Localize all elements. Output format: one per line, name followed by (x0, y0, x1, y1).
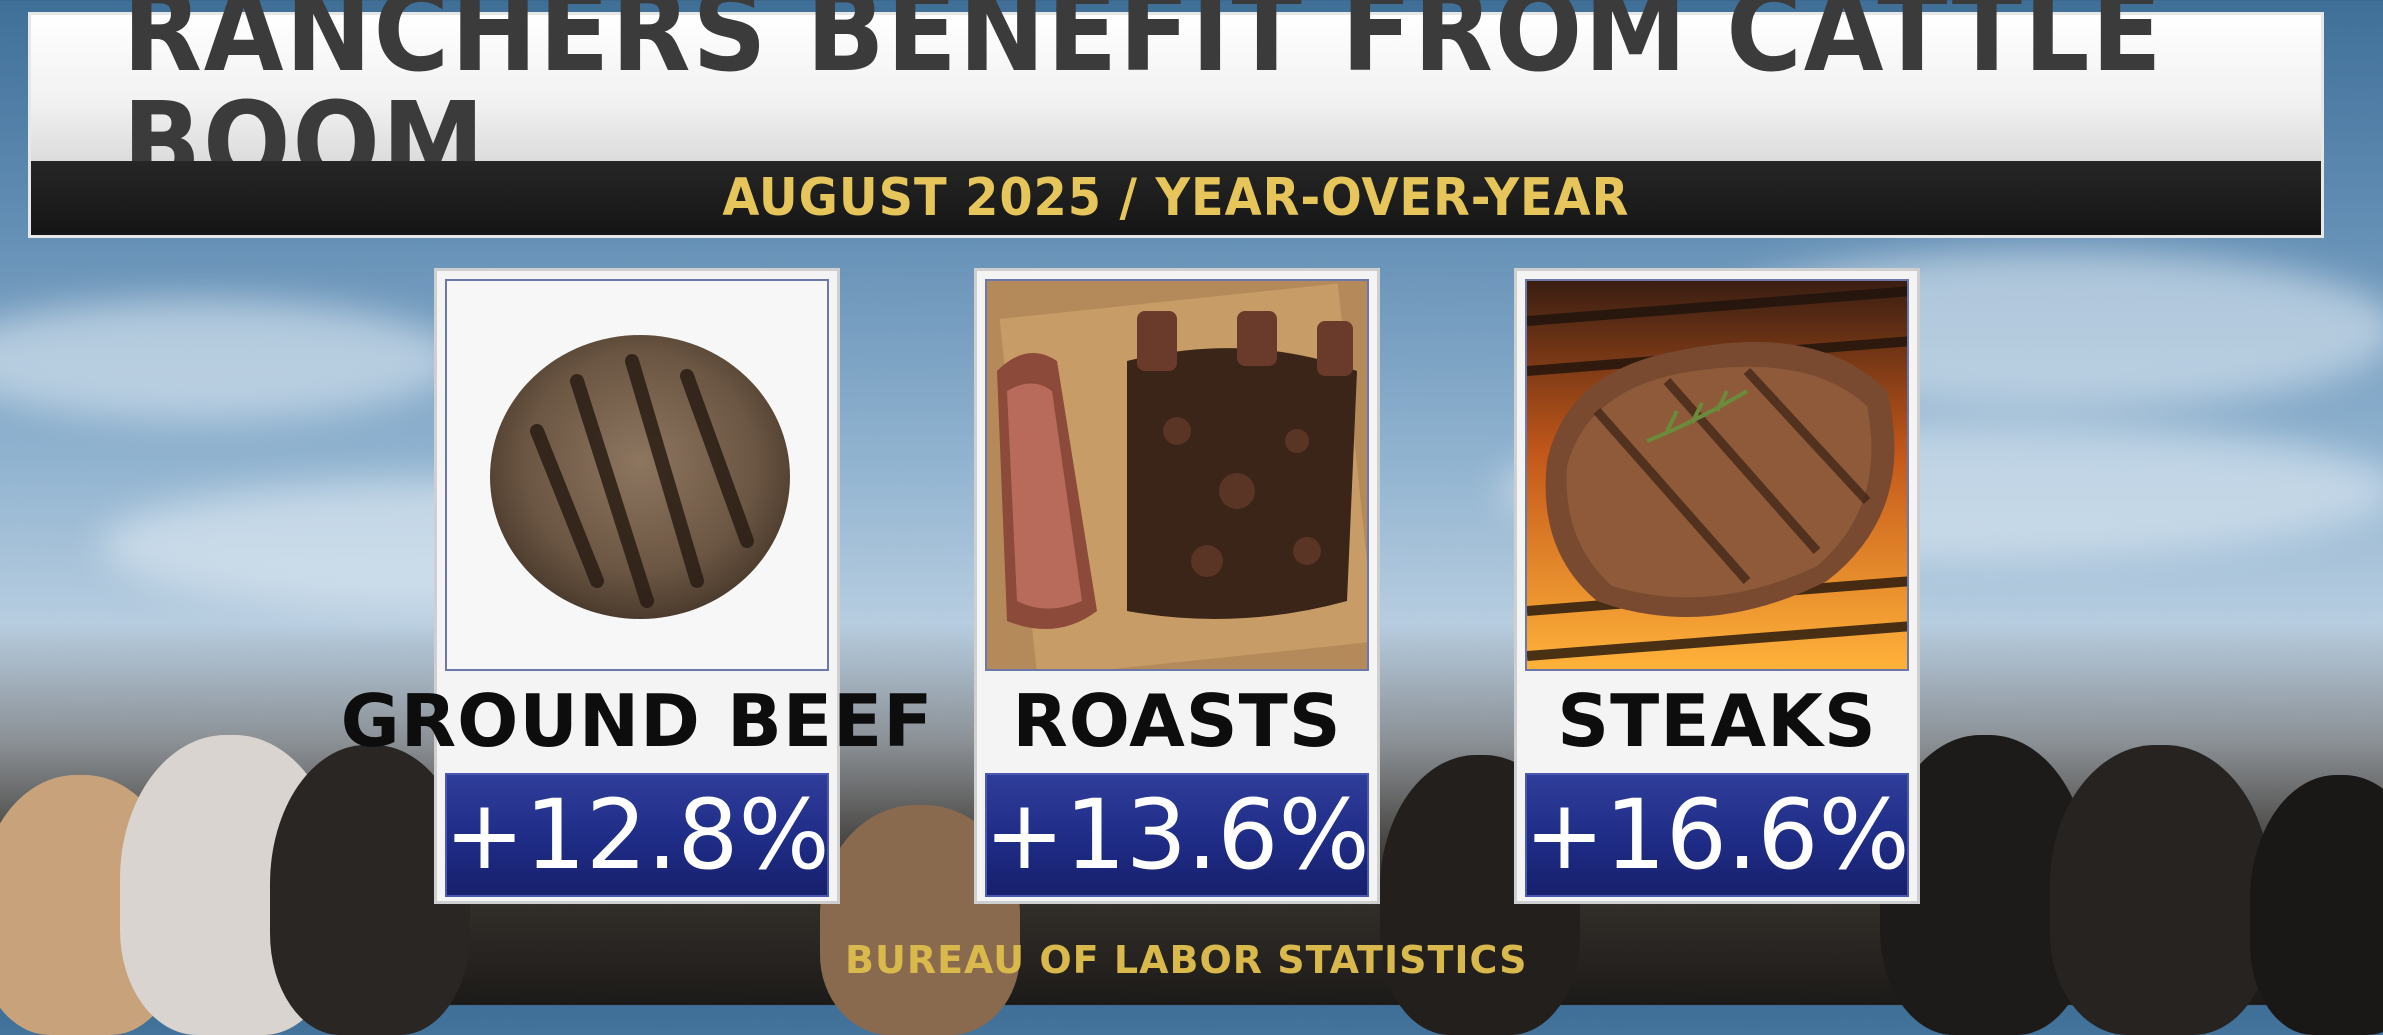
beef-roast-icon (985, 279, 1369, 671)
percent-change-badge: +12.8% (444, 773, 830, 897)
percent-change-value: +12.8% (444, 779, 830, 891)
percent-change-badge: +16.6% (1524, 773, 1910, 897)
card-steaks: STEAKS +16.6% (1514, 268, 1920, 904)
headline-banner: RANCHERS BENEFIT FROM CATTLE BOOM AUGUST… (28, 0, 2324, 238)
percent-change-value: +16.6% (1524, 779, 1910, 891)
card-label: STEAKS (1557, 679, 1877, 763)
headline-subtitle: AUGUST 2025 / YEAR-OVER-YEAR (722, 168, 1630, 228)
percent-change-value: +13.6% (984, 779, 1370, 891)
card-roasts: ROASTS +13.6% (974, 268, 1380, 904)
card-label: ROASTS (1012, 679, 1342, 763)
cattle-herd-image (0, 705, 2383, 1035)
subtitle-strip: AUGUST 2025 / YEAR-OVER-YEAR (31, 161, 2321, 235)
title-strip: RANCHERS BENEFIT FROM CATTLE BOOM (31, 0, 2321, 200)
card-ground-beef: GROUND BEEF +12.8% (340, 268, 934, 904)
percent-change-badge: +13.6% (984, 773, 1370, 897)
grilled-steak-icon (1525, 279, 1909, 671)
burger-patty-icon (445, 279, 829, 671)
card-label: GROUND BEEF (340, 679, 934, 763)
source-credit: BUREAU OF LABOR STATISTICS (845, 938, 1528, 982)
